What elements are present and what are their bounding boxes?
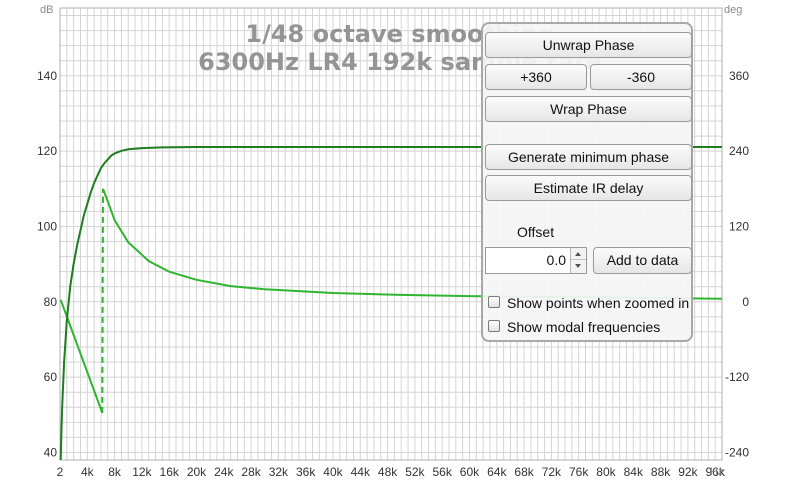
x-tick-label: 4k: [81, 465, 95, 479]
x-tick-label: 40k: [323, 465, 343, 479]
right-y-tick-label: 120: [729, 219, 749, 233]
x-tick-label: 72k: [542, 465, 562, 479]
x-tick-label: 76k: [569, 465, 589, 479]
phase-wrap-dashed-line: [101, 188, 104, 413]
offset-stepper[interactable]: [570, 248, 586, 273]
plus-360-button[interactable]: +360: [485, 64, 587, 90]
add-to-data-button[interactable]: Add to data: [593, 247, 692, 274]
right-y-tick-label: -120: [725, 370, 749, 384]
x-tick-label: 24k: [214, 465, 234, 479]
phase-controls-panel: Unwrap Phase +360 -360 Wrap Phase Genera…: [481, 22, 693, 342]
decrement-arrow-icon[interactable]: [571, 261, 586, 273]
increment-arrow-icon[interactable]: [571, 248, 586, 260]
x-axis-unit: Hz: [710, 466, 723, 478]
right-y-tick-label: 0: [742, 295, 749, 309]
plot-frame: [59, 7, 723, 461]
x-tick-label: 92k: [678, 465, 698, 479]
offset-value[interactable]: 0.0: [546, 252, 566, 268]
left-y-tick-label: 80: [44, 295, 58, 309]
spl-curve: [59, 146, 722, 461]
right-y-tick-label: -240: [725, 445, 749, 459]
x-tick-label: 32k: [269, 465, 289, 479]
unwrap-phase-button[interactable]: Unwrap Phase: [485, 32, 692, 58]
right-y-tick-label: 240: [729, 144, 749, 158]
x-tick-label: 68k: [514, 465, 534, 479]
x-tick-label: 16k: [160, 465, 180, 479]
x-tick-label: 28k: [241, 465, 261, 479]
x-tick-label: 84k: [624, 465, 644, 479]
generate-minimum-phase-button[interactable]: Generate minimum phase: [485, 144, 692, 170]
x-tick-label: 20k: [187, 465, 207, 479]
x-tick-label: 2: [57, 465, 64, 479]
left-y-tick-label: 40: [44, 445, 58, 459]
right-y-tick-label: 360: [729, 69, 749, 83]
wrap-phase-button[interactable]: Wrap Phase: [485, 96, 692, 122]
left-y-tick-label: 120: [37, 144, 57, 158]
x-tick-label: 48k: [378, 465, 398, 479]
show-points-label: Show points when zoomed in: [507, 295, 690, 311]
x-tick-label: 44k: [351, 465, 371, 479]
x-tick-label: 96k: [705, 465, 725, 479]
right-axis-unit: deg: [724, 4, 742, 16]
left-y-tick-label: 60: [44, 370, 58, 384]
x-tick-label: 80k: [596, 465, 616, 479]
x-tick-label: 60k: [460, 465, 480, 479]
x-tick-label: 36k: [296, 465, 316, 479]
x-tick-label: 56k: [433, 465, 453, 479]
estimate-ir-delay-button[interactable]: Estimate IR delay: [485, 175, 692, 201]
show-modal-label: Show modal frequencies: [507, 319, 661, 335]
left-y-tick-label: 100: [37, 219, 57, 233]
x-tick-label: 8k: [108, 465, 122, 479]
x-tick-label: 88k: [651, 465, 671, 479]
offset-spinner-field[interactable]: 0.0: [485, 247, 587, 274]
graph-ticks: 2 4k 8k 12k 16k 20k 24k 28k 32k 36k 40k 44k 48k 52k 56…: [37, 69, 749, 479]
show-modal-checkbox[interactable]: [488, 320, 500, 332]
x-tick-label: 52k: [405, 465, 425, 479]
left-y-tick-label: 140: [37, 69, 57, 83]
x-tick-label: 64k: [487, 465, 507, 479]
minus-360-button[interactable]: -360: [590, 64, 692, 90]
offset-label: Offset: [517, 224, 555, 240]
left-axis-unit: dB: [40, 4, 53, 16]
x-tick-label: 12k: [132, 465, 152, 479]
show-points-checkbox[interactable]: [488, 296, 500, 308]
